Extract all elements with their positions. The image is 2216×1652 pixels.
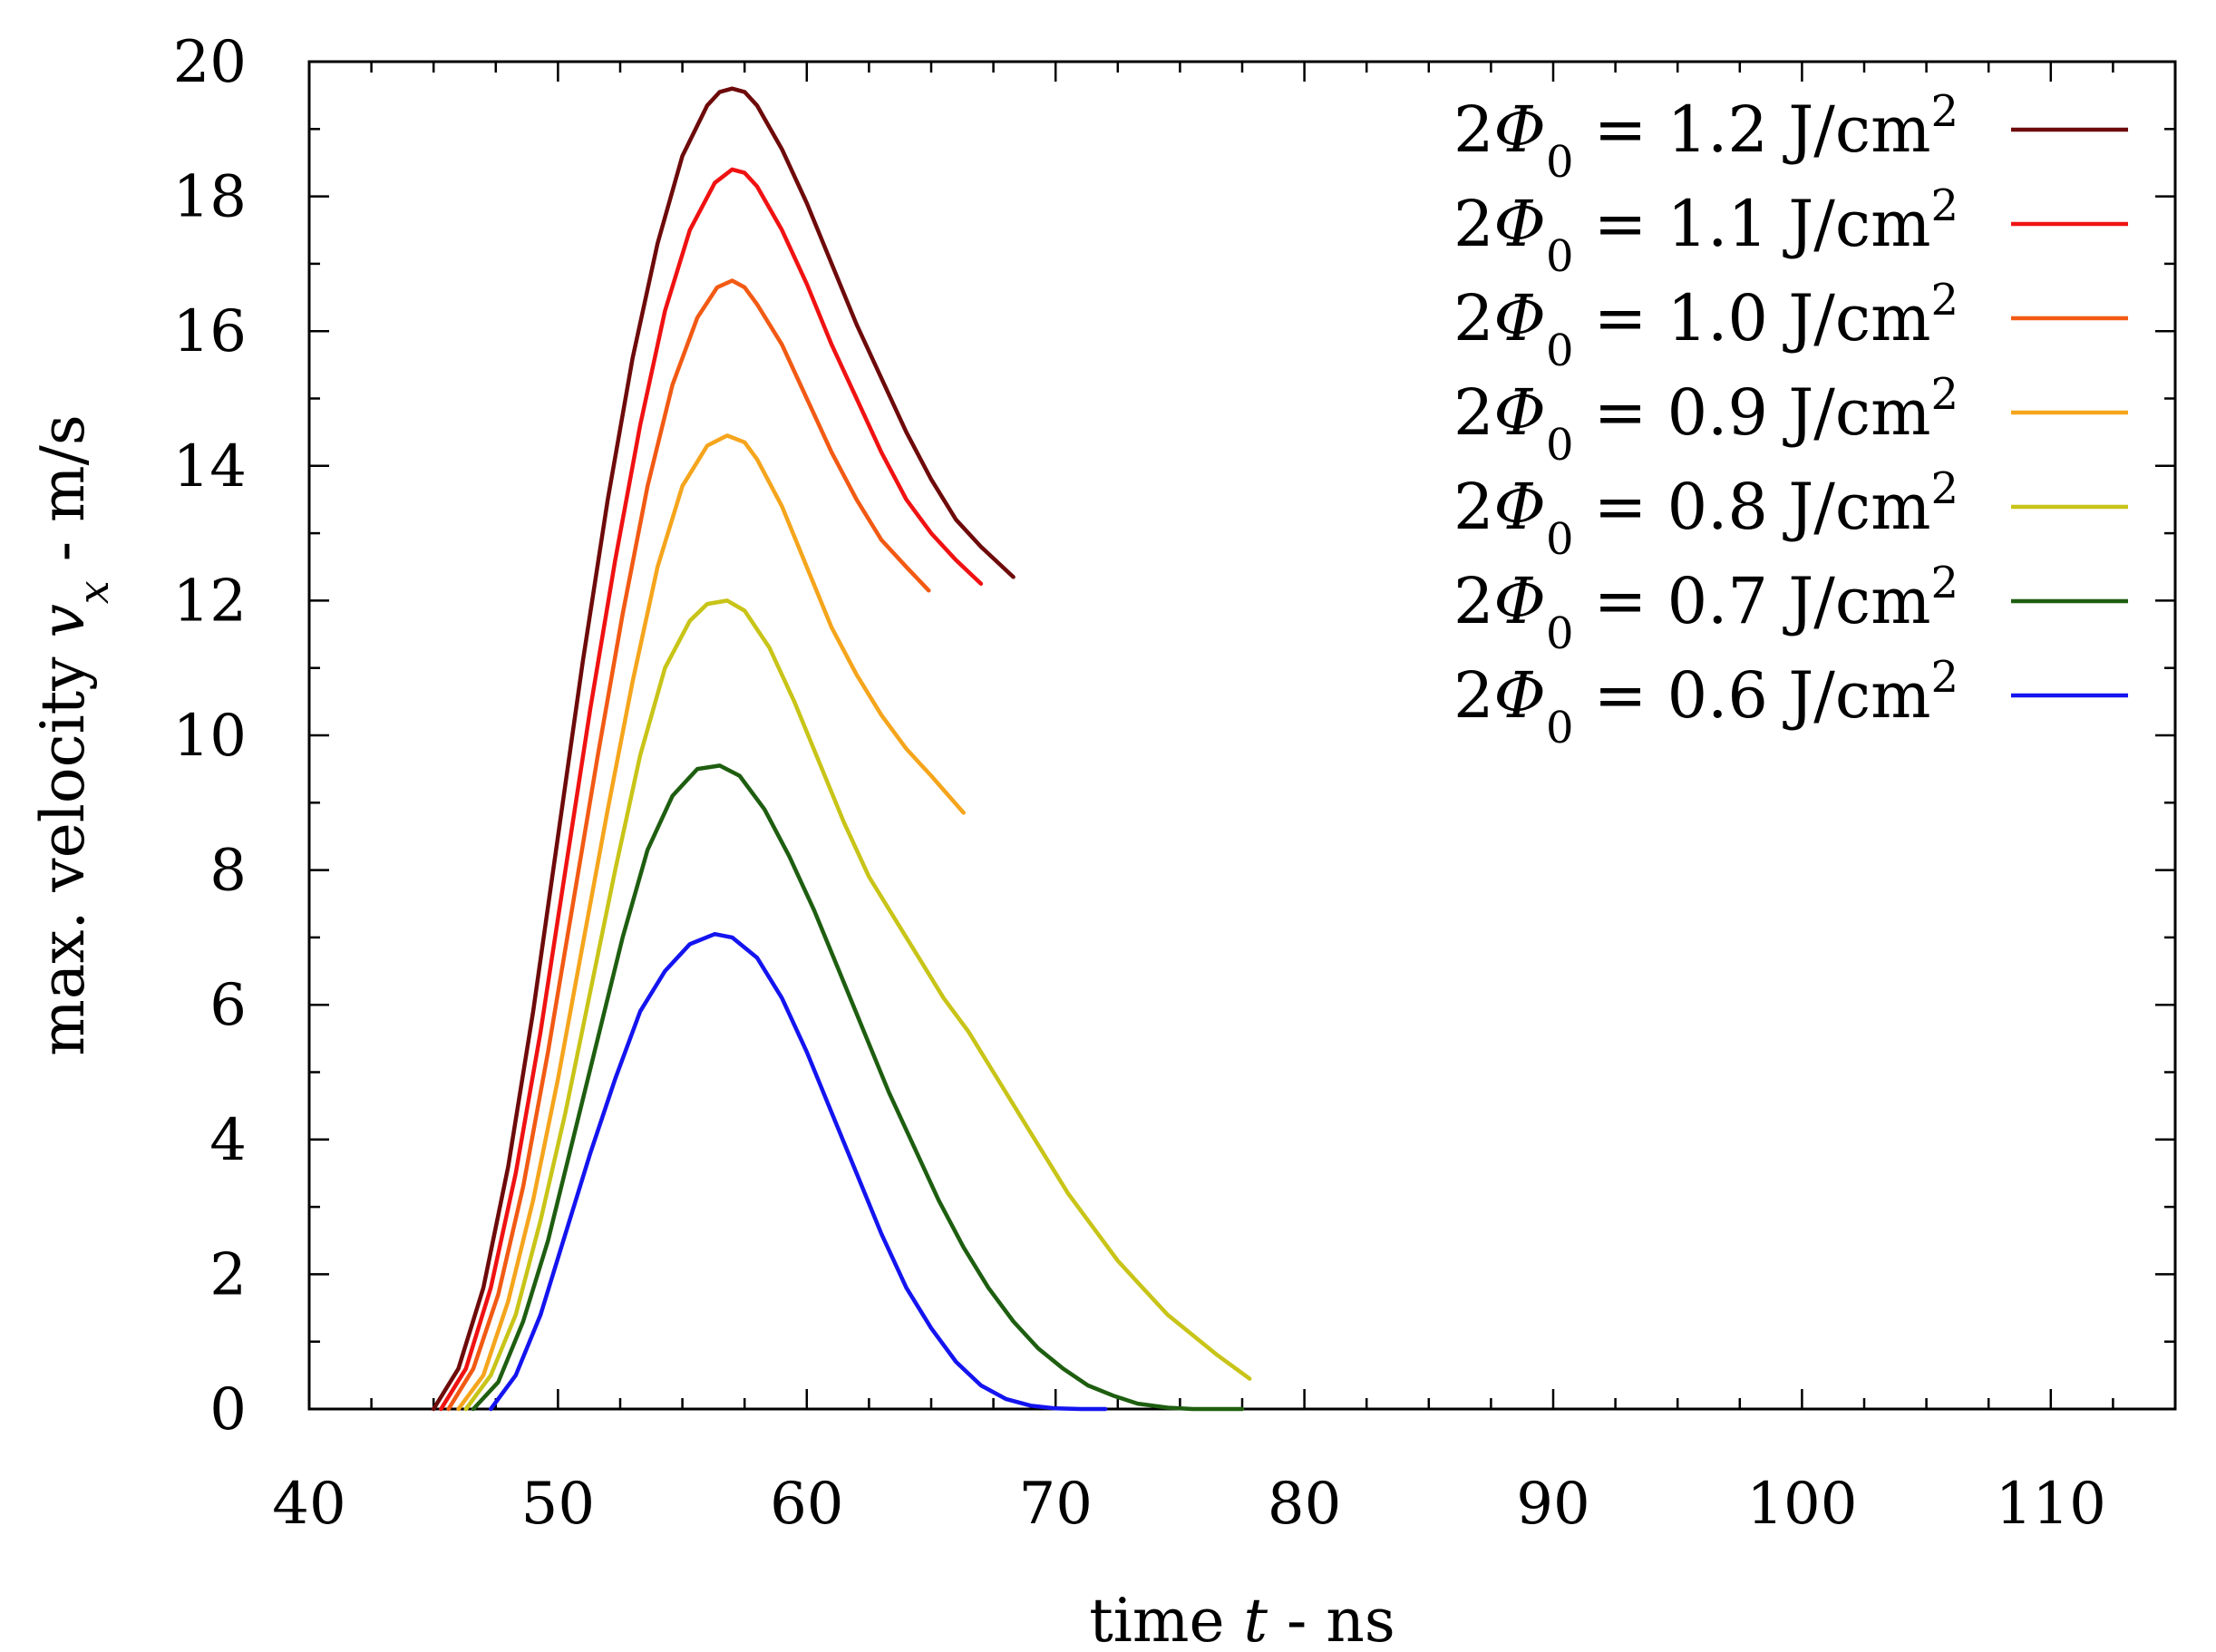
axis-ticks: [307, 60, 2177, 1411]
y-tick-label: 18: [173, 164, 247, 231]
x-tick-label: 80: [1268, 1471, 1341, 1538]
x-tick-label: 60: [770, 1471, 843, 1538]
series-line-6: [489, 931, 1108, 1412]
y-tick-label: 2: [209, 1241, 247, 1308]
series-layer: [431, 86, 1252, 1412]
y-tick-label: 14: [173, 433, 247, 500]
series-line-5: [471, 763, 1245, 1412]
series-line-0: [431, 86, 1016, 1412]
y-tick-label: 6: [209, 972, 247, 1039]
x-tick-label: 110: [1996, 1471, 2106, 1538]
y-tick-label: 0: [209, 1376, 247, 1443]
legend-label-0: 2Φ0 = 1.2 J/cm2: [1453, 86, 1958, 188]
y-tick-label: 4: [209, 1107, 247, 1174]
series-line-2: [446, 278, 931, 1412]
series-line-1: [439, 167, 984, 1412]
x-tick-label: 90: [1516, 1471, 1589, 1538]
x-tick-label: 70: [1018, 1471, 1092, 1538]
series-line-3: [456, 433, 966, 1412]
x-axis-title: time t - ns: [1089, 1586, 1395, 1652]
y-tick-label: 12: [173, 568, 247, 635]
plot-frame: [307, 60, 2177, 1411]
y-tick-label: 8: [209, 838, 247, 905]
series-line-4: [463, 598, 1252, 1412]
legend-label-6: 2Φ0 = 0.6 J/cm2: [1453, 652, 1958, 753]
y-axis-title: max. velocity vx - m/s: [28, 414, 118, 1055]
legend-label-2: 2Φ0 = 1.0 J/cm2: [1453, 275, 1958, 376]
y-tick-label: 10: [173, 703, 247, 770]
x-tick-label: 40: [272, 1471, 345, 1538]
legend-label-1: 2Φ0 = 1.1 J/cm2: [1453, 180, 1958, 282]
tick-labels: 40 50 60 70 80 90 100 110 0 2 4 6 8 10 12 14 16 18 20: [173, 29, 2106, 1538]
y-tick-label: 16: [173, 298, 247, 365]
x-tick-label: 50: [521, 1471, 595, 1538]
x-tick-label: 100: [1746, 1471, 1857, 1538]
legend-label-3: 2Φ0 = 0.9 J/cm2: [1453, 369, 1958, 471]
legend-label-5: 2Φ0 = 0.7 J/cm2: [1453, 558, 1958, 659]
y-tick-label: 20: [173, 29, 247, 96]
legend-label-4: 2Φ0 = 0.8 J/cm2: [1453, 463, 1958, 565]
